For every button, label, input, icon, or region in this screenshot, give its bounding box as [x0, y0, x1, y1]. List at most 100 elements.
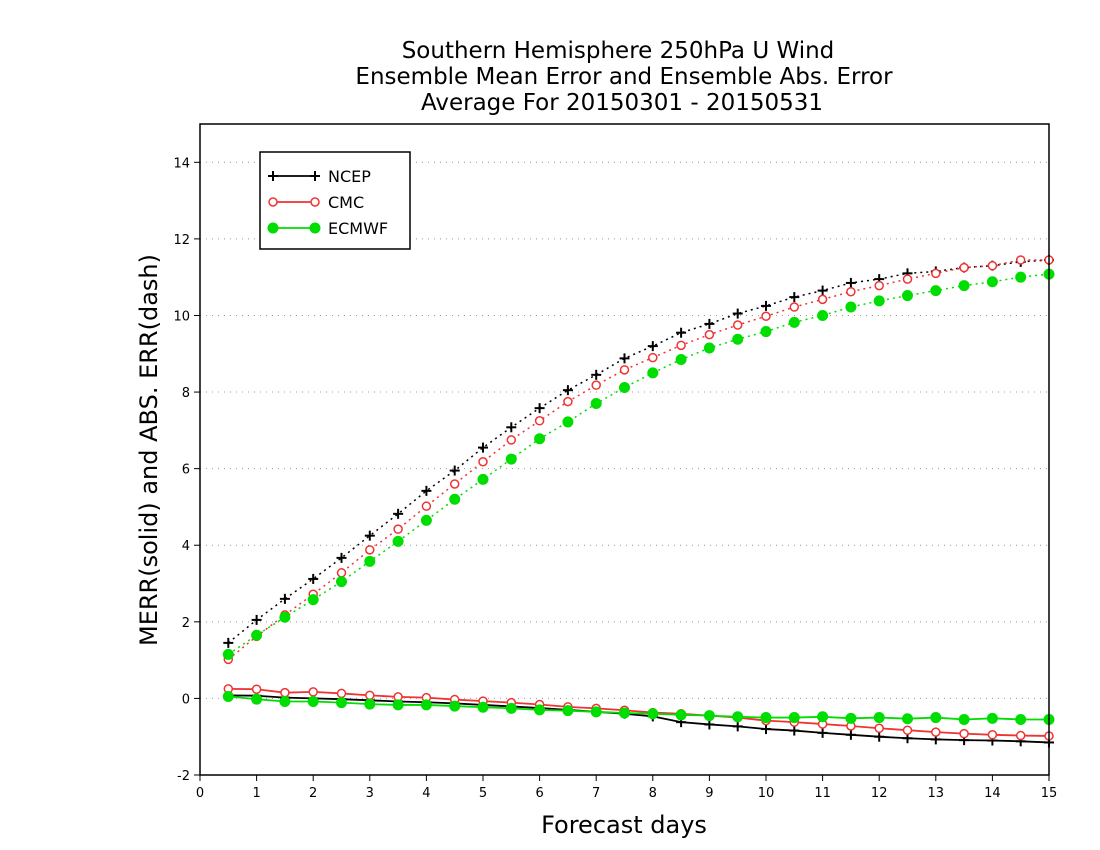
ecmwf-abs-err-point	[505, 453, 517, 465]
y-tick-label: 0	[182, 692, 190, 707]
legend-marker-ecmwf	[309, 222, 321, 234]
x-tick-label: 12	[871, 786, 888, 801]
x-tick-label: 0	[196, 786, 204, 801]
ecmwf-abs-err-point	[420, 514, 432, 526]
cmc-merr-point	[874, 723, 884, 734]
ncep-abs-err-line	[227, 259, 1050, 644]
y-tick-label: -2	[177, 769, 190, 784]
legend-item-ncep: NCEP	[268, 167, 371, 186]
ncep-abs-err-point	[845, 277, 856, 288]
cmc-abs-err-point	[648, 352, 658, 363]
cmc-abs-err-point	[591, 380, 601, 390]
legend-label-ecmwf: ECMWF	[328, 219, 388, 238]
ecmwf-merr-point	[817, 711, 829, 723]
ncep-abs-err-point	[364, 530, 375, 541]
cmc-abs-err-point	[534, 416, 545, 426]
ecmwf-merr-point	[307, 695, 319, 707]
ecmwf-abs-err-point	[930, 285, 942, 297]
title-line-3: Average For 20150301 - 20150531	[421, 90, 823, 116]
cmc-abs-err-point	[874, 280, 884, 291]
cmc-abs-err-point	[817, 294, 828, 305]
ecmwf-merr-point	[534, 704, 546, 716]
cmc-merr-point	[251, 684, 262, 694]
x-tick-label: 15	[1041, 786, 1058, 801]
ecmwf-merr-point	[449, 700, 461, 712]
cmc-abs-err-point	[393, 524, 403, 534]
ncep-abs-err-point	[732, 308, 743, 319]
ncep-abs-err-point	[421, 485, 432, 496]
series-ncep	[223, 254, 1054, 748]
cmc-merr-point	[959, 728, 969, 739]
ecmwf-abs-err-point	[534, 433, 546, 445]
cmc-abs-err-point	[704, 329, 715, 340]
legend-marker-cmc	[268, 197, 278, 207]
cmc-abs-err-point	[931, 268, 941, 279]
cmc-merr-point	[987, 730, 998, 740]
ncep-abs-err-point	[789, 292, 800, 303]
ncep-merr-point	[789, 725, 800, 736]
x-tick-label: 10	[758, 786, 775, 801]
ecmwf-merr-point	[930, 712, 942, 724]
x-tick-label: 2	[309, 786, 317, 801]
ecmwf-merr-point	[845, 712, 857, 724]
ncep-abs-err-point	[761, 300, 771, 311]
legend-marker-ecmwf	[267, 222, 279, 234]
y-tick-label: 6	[182, 463, 190, 478]
ecmwf-abs-err-point	[619, 381, 630, 393]
cmc-merr-point	[308, 687, 318, 697]
ecmwf-merr-point	[251, 693, 263, 705]
ecmwf-abs-err-point	[675, 354, 687, 366]
cmc-abs-err-point	[619, 365, 630, 375]
ecmwf-merr-point	[477, 701, 489, 713]
x-tick-label: 13	[928, 786, 945, 801]
cmc-abs-err-point	[761, 311, 771, 321]
legend-marker-ncep	[310, 171, 320, 181]
y-tick-label: 12	[173, 233, 190, 248]
cmc-abs-err-point	[449, 479, 460, 489]
cmc-abs-err-point	[563, 396, 573, 407]
legend-item-cmc: CMC	[268, 193, 364, 212]
ecmwf-abs-err-point	[364, 555, 376, 567]
legend-marker-ncep	[268, 171, 278, 181]
x-tick-label: 8	[649, 786, 657, 801]
x-tick-label: 4	[422, 786, 430, 801]
ecmwf-abs-err-point	[788, 316, 800, 328]
ecmwf-abs-err-point	[1015, 271, 1027, 283]
ecmwf-abs-err-point	[902, 290, 913, 302]
series-cmc	[223, 255, 1054, 741]
ncep-merr-point	[845, 729, 856, 740]
ecmwf-abs-err-point	[845, 301, 857, 313]
cmc-abs-err-point	[676, 340, 686, 351]
ecmwf-merr-point	[902, 713, 913, 725]
y-tick-label: 8	[182, 386, 190, 401]
x-tick-label: 7	[592, 786, 600, 801]
ecmwf-merr-point	[1015, 713, 1027, 725]
ecmwf-merr-point	[958, 713, 970, 725]
cmc-abs-err-point	[789, 302, 800, 312]
legend: NCEP CMC ECMWF	[259, 151, 411, 250]
legend-label-ncep: NCEP	[328, 167, 371, 186]
ncep-abs-err-point	[619, 353, 630, 364]
ncep-abs-err-point	[562, 385, 573, 396]
ncep-abs-err-point	[449, 465, 460, 476]
title-line-2: Ensemble Mean Error and Ensemble Abs. Er…	[355, 64, 893, 90]
gridlines	[200, 161, 1049, 776]
cmc-merr-point	[902, 725, 913, 735]
ecmwf-merr-point	[420, 699, 432, 711]
legend-marker-cmc	[310, 197, 320, 207]
legend-box	[259, 151, 411, 250]
ncep-abs-err-point	[393, 508, 404, 519]
ecmwf-abs-err-point	[477, 473, 489, 485]
ncep-abs-err-point	[676, 327, 687, 338]
ecmwf-abs-err-point	[279, 611, 291, 623]
title-line-1: Southern Hemisphere 250hPa U Wind	[402, 38, 835, 64]
cmc-merr-point	[336, 688, 347, 699]
ecmwf-abs-err-point	[449, 493, 461, 505]
x-axis: 0 1 2 3 4 5 6 7 8 9 10 11 12 13 14 15	[196, 775, 1057, 801]
x-tick-label: 9	[705, 786, 713, 801]
cmc-abs-err-line	[227, 259, 1049, 660]
legend-item-ecmwf: ECMWF	[267, 219, 388, 238]
cmc-merr-point	[365, 690, 375, 701]
x-tick-label: 5	[479, 786, 487, 801]
